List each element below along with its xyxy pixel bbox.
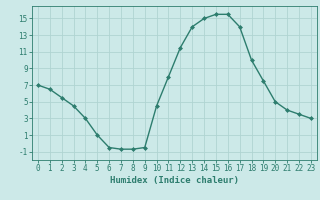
X-axis label: Humidex (Indice chaleur): Humidex (Indice chaleur) bbox=[110, 176, 239, 185]
